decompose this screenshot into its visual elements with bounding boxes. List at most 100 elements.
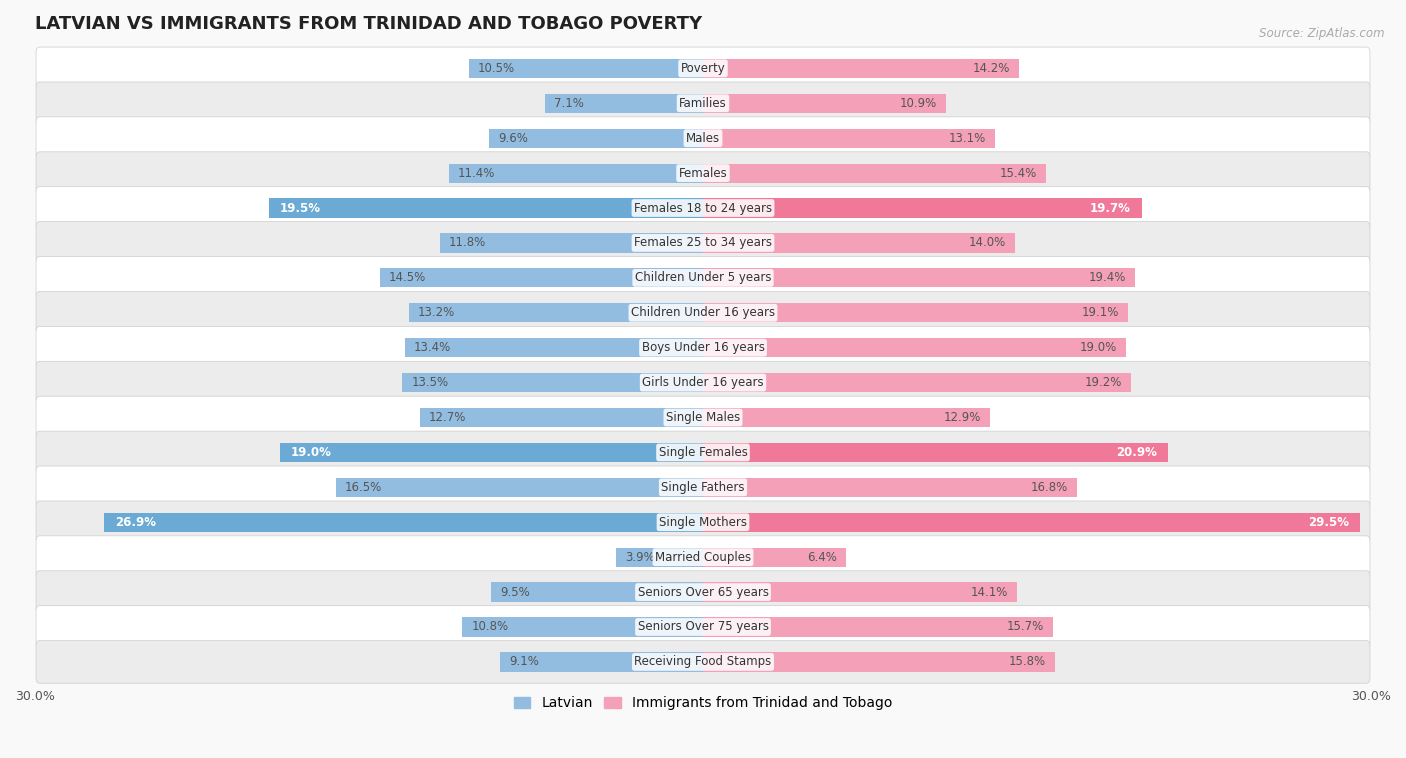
Bar	[703, 129, 994, 148]
FancyBboxPatch shape	[37, 327, 1369, 369]
Text: 13.5%: 13.5%	[412, 376, 449, 389]
Text: 15.4%: 15.4%	[1000, 167, 1038, 180]
FancyBboxPatch shape	[37, 47, 1369, 89]
Bar	[703, 408, 990, 427]
Bar	[703, 199, 1142, 218]
FancyBboxPatch shape	[37, 292, 1369, 334]
Bar	[703, 582, 1017, 602]
Bar	[449, 164, 703, 183]
Bar	[703, 94, 946, 113]
Text: 10.5%: 10.5%	[478, 62, 515, 75]
Text: 13.4%: 13.4%	[413, 341, 451, 354]
Text: 19.5%: 19.5%	[280, 202, 321, 215]
Text: 19.2%: 19.2%	[1084, 376, 1122, 389]
Bar	[501, 653, 703, 672]
FancyBboxPatch shape	[37, 186, 1369, 230]
Bar	[104, 512, 703, 532]
Text: Females 25 to 34 years: Females 25 to 34 years	[634, 236, 772, 249]
Bar	[280, 443, 703, 462]
Bar	[703, 618, 1053, 637]
Bar	[703, 164, 1046, 183]
Text: 14.5%: 14.5%	[389, 271, 426, 284]
Text: Children Under 5 years: Children Under 5 years	[634, 271, 772, 284]
Bar	[703, 653, 1054, 672]
Bar	[703, 303, 1129, 322]
Text: 12.9%: 12.9%	[943, 411, 981, 424]
Text: 14.2%: 14.2%	[973, 62, 1011, 75]
Text: Single Males: Single Males	[666, 411, 740, 424]
Bar	[380, 268, 703, 287]
Text: 13.2%: 13.2%	[418, 306, 456, 319]
Text: 7.1%: 7.1%	[554, 97, 583, 110]
Bar	[405, 338, 703, 357]
Bar	[703, 512, 1360, 532]
Bar	[269, 199, 703, 218]
Bar	[703, 547, 845, 567]
Text: Seniors Over 65 years: Seniors Over 65 years	[637, 586, 769, 599]
Text: Families: Families	[679, 97, 727, 110]
Bar	[420, 408, 703, 427]
Text: 14.0%: 14.0%	[969, 236, 1005, 249]
FancyBboxPatch shape	[37, 606, 1369, 648]
Text: 10.8%: 10.8%	[471, 621, 509, 634]
Bar	[402, 373, 703, 392]
Text: Receiving Food Stamps: Receiving Food Stamps	[634, 656, 772, 669]
Text: Boys Under 16 years: Boys Under 16 years	[641, 341, 765, 354]
Text: Children Under 16 years: Children Under 16 years	[631, 306, 775, 319]
Text: Single Females: Single Females	[658, 446, 748, 459]
Text: 19.7%: 19.7%	[1090, 202, 1130, 215]
FancyBboxPatch shape	[37, 571, 1369, 613]
FancyBboxPatch shape	[37, 466, 1369, 509]
Text: 10.9%: 10.9%	[900, 97, 936, 110]
FancyBboxPatch shape	[37, 82, 1369, 124]
Bar	[703, 268, 1135, 287]
Text: 15.7%: 15.7%	[1007, 621, 1043, 634]
Text: LATVIAN VS IMMIGRANTS FROM TRINIDAD AND TOBAGO POVERTY: LATVIAN VS IMMIGRANTS FROM TRINIDAD AND …	[35, 15, 702, 33]
Text: 19.1%: 19.1%	[1083, 306, 1119, 319]
Text: 9.1%: 9.1%	[509, 656, 538, 669]
Bar	[616, 547, 703, 567]
Text: 14.1%: 14.1%	[970, 586, 1008, 599]
FancyBboxPatch shape	[37, 396, 1369, 439]
Text: Single Fathers: Single Fathers	[661, 481, 745, 494]
FancyBboxPatch shape	[37, 221, 1369, 265]
FancyBboxPatch shape	[37, 117, 1369, 159]
Text: 12.7%: 12.7%	[429, 411, 467, 424]
Text: 9.6%: 9.6%	[498, 132, 529, 145]
Legend: Latvian, Immigrants from Trinidad and Tobago: Latvian, Immigrants from Trinidad and To…	[508, 691, 898, 716]
Bar	[463, 618, 703, 637]
Bar	[703, 338, 1126, 357]
Bar	[489, 129, 703, 148]
Bar	[703, 478, 1077, 497]
Text: 3.9%: 3.9%	[626, 550, 655, 564]
Text: Poverty: Poverty	[681, 62, 725, 75]
Text: Source: ZipAtlas.com: Source: ZipAtlas.com	[1260, 27, 1385, 39]
FancyBboxPatch shape	[37, 536, 1369, 578]
Bar	[546, 94, 703, 113]
Text: Married Couples: Married Couples	[655, 550, 751, 564]
Text: 19.0%: 19.0%	[1080, 341, 1118, 354]
FancyBboxPatch shape	[37, 362, 1369, 404]
Text: 16.8%: 16.8%	[1031, 481, 1069, 494]
FancyBboxPatch shape	[37, 152, 1369, 194]
Text: 16.5%: 16.5%	[344, 481, 381, 494]
Bar	[703, 233, 1015, 252]
FancyBboxPatch shape	[37, 501, 1369, 543]
Text: 20.9%: 20.9%	[1116, 446, 1157, 459]
Text: 15.8%: 15.8%	[1010, 656, 1046, 669]
Bar	[703, 59, 1019, 78]
FancyBboxPatch shape	[37, 256, 1369, 299]
Text: Females 18 to 24 years: Females 18 to 24 years	[634, 202, 772, 215]
Text: Seniors Over 75 years: Seniors Over 75 years	[637, 621, 769, 634]
Text: 29.5%: 29.5%	[1308, 515, 1348, 529]
Text: 26.9%: 26.9%	[115, 515, 156, 529]
Bar	[470, 59, 703, 78]
Bar	[492, 582, 703, 602]
Text: 6.4%: 6.4%	[807, 550, 837, 564]
Text: 11.8%: 11.8%	[449, 236, 486, 249]
Bar	[703, 373, 1130, 392]
Text: 19.0%: 19.0%	[291, 446, 332, 459]
Text: Single Mothers: Single Mothers	[659, 515, 747, 529]
Text: Males: Males	[686, 132, 720, 145]
Text: 11.4%: 11.4%	[458, 167, 495, 180]
